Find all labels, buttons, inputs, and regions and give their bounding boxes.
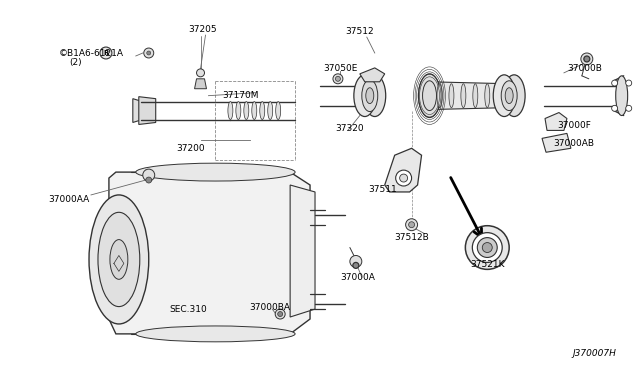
Circle shape [626, 105, 632, 111]
Ellipse shape [616, 76, 628, 116]
Polygon shape [109, 172, 310, 334]
Ellipse shape [236, 102, 241, 119]
Ellipse shape [484, 84, 490, 108]
Ellipse shape [449, 84, 454, 108]
Ellipse shape [461, 84, 466, 108]
Text: 37512B: 37512B [394, 233, 429, 242]
Text: 37205: 37205 [188, 25, 217, 34]
Ellipse shape [364, 75, 386, 116]
Circle shape [465, 226, 509, 269]
Ellipse shape [366, 88, 374, 104]
Ellipse shape [110, 240, 128, 279]
Circle shape [472, 232, 502, 262]
Circle shape [408, 222, 415, 228]
Text: 37511: 37511 [368, 186, 397, 195]
Text: 37000AA: 37000AA [49, 195, 90, 204]
Polygon shape [429, 82, 509, 110]
Text: 37521K: 37521K [470, 260, 504, 269]
Text: 37000BA: 37000BA [250, 302, 291, 312]
Ellipse shape [98, 212, 140, 307]
Text: J370007H: J370007H [573, 349, 617, 358]
Text: 37512: 37512 [346, 27, 374, 36]
Circle shape [335, 76, 340, 81]
Text: ©B1A6-6121A: ©B1A6-6121A [59, 48, 124, 58]
Circle shape [146, 177, 152, 183]
Circle shape [143, 169, 155, 181]
Polygon shape [139, 97, 156, 125]
Circle shape [278, 312, 283, 317]
Polygon shape [385, 148, 422, 192]
Circle shape [406, 219, 417, 231]
Ellipse shape [473, 84, 478, 108]
Polygon shape [545, 113, 567, 131]
Text: 37050E: 37050E [323, 64, 357, 73]
Text: 37170M: 37170M [223, 91, 259, 100]
Polygon shape [290, 185, 315, 317]
Text: (2): (2) [69, 58, 82, 67]
Polygon shape [360, 68, 385, 82]
Ellipse shape [493, 75, 515, 116]
Ellipse shape [244, 102, 249, 119]
Ellipse shape [89, 195, 148, 324]
Circle shape [196, 69, 205, 77]
Text: 37320: 37320 [335, 124, 364, 133]
Circle shape [584, 56, 590, 62]
Ellipse shape [497, 84, 502, 108]
Circle shape [612, 80, 618, 86]
Circle shape [147, 51, 151, 55]
Text: 37200: 37200 [176, 144, 205, 153]
Text: 37000B: 37000B [567, 64, 602, 73]
Ellipse shape [136, 163, 295, 181]
Text: 37000F: 37000F [557, 121, 591, 130]
Text: R: R [103, 50, 109, 56]
Circle shape [100, 47, 112, 59]
Circle shape [396, 170, 412, 186]
Ellipse shape [228, 102, 233, 119]
Text: 37000A: 37000A [340, 273, 375, 282]
Circle shape [477, 238, 497, 257]
Ellipse shape [252, 102, 257, 119]
Circle shape [144, 48, 154, 58]
Ellipse shape [437, 84, 442, 108]
Ellipse shape [268, 102, 273, 119]
Ellipse shape [501, 81, 517, 110]
Polygon shape [542, 134, 571, 152]
Ellipse shape [419, 74, 440, 118]
Circle shape [399, 174, 408, 182]
Ellipse shape [354, 75, 376, 116]
Ellipse shape [503, 75, 525, 116]
Circle shape [612, 105, 618, 111]
Circle shape [275, 309, 285, 319]
Circle shape [353, 262, 359, 268]
Circle shape [626, 80, 632, 86]
Circle shape [333, 74, 343, 84]
Ellipse shape [260, 102, 265, 119]
Polygon shape [195, 79, 207, 89]
Circle shape [483, 243, 492, 253]
Polygon shape [133, 99, 146, 122]
Ellipse shape [136, 326, 295, 342]
Text: 37000AB: 37000AB [553, 139, 594, 148]
Ellipse shape [362, 80, 378, 112]
Text: SEC.310: SEC.310 [170, 305, 207, 314]
Circle shape [350, 256, 362, 267]
Ellipse shape [505, 88, 513, 104]
Ellipse shape [422, 81, 436, 110]
Ellipse shape [276, 102, 281, 119]
Circle shape [581, 53, 593, 65]
